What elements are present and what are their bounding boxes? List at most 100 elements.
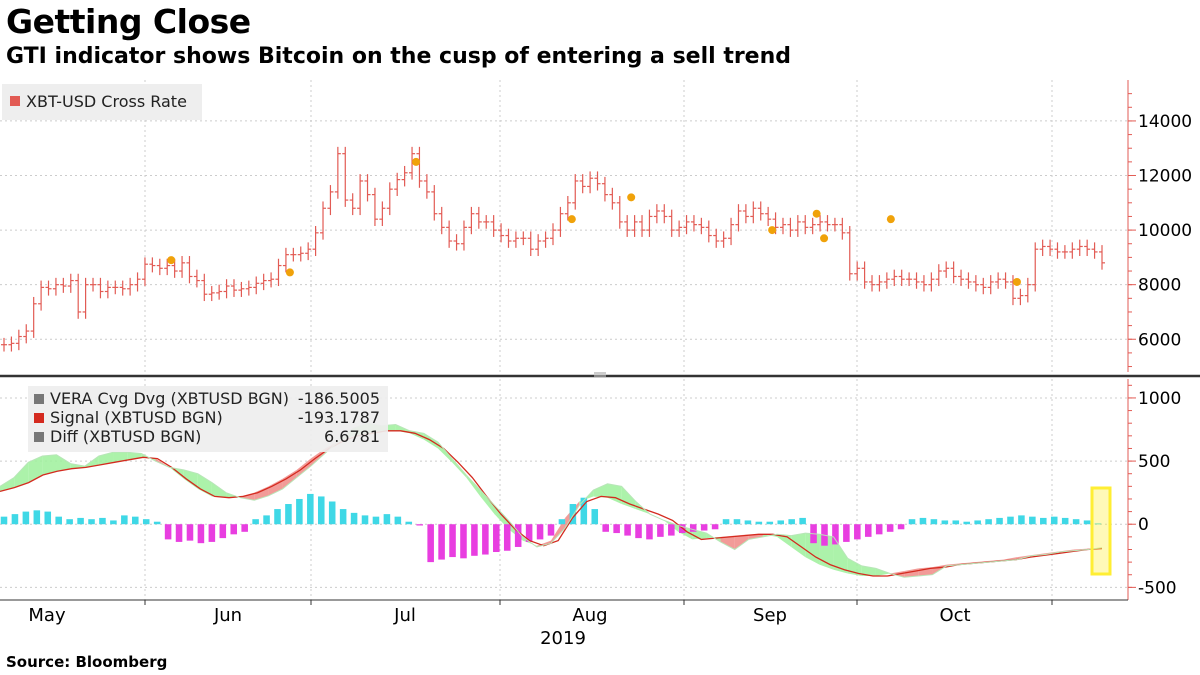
legend-value: 6.6781 [324,427,380,446]
diff-bar-negative [886,524,894,532]
bearish-fill [536,540,551,547]
diff-bar-positive [591,509,599,525]
x-tick-label: Jun [213,605,242,626]
diff-bar-positive [755,521,763,525]
diff-bar-negative [854,524,861,540]
y-tick-label: 8000 [1138,276,1181,296]
legend-label: VERA Cvg Dvg (XBTUSD BGN) [50,389,289,408]
diff-bar-positive [132,516,139,525]
chart-title: Getting Close [6,2,251,41]
diff-bar-positive [11,514,19,525]
diff-bar-positive [1018,515,1025,525]
y-tick-label: 0 [1138,515,1149,535]
bearish-fill [720,535,735,550]
diff-bar-negative [864,524,872,537]
diff-bar-negative [536,524,544,540]
diff-bar-negative [613,524,620,534]
indicator-legend: VERA Cvg Dvg (XBTUSD BGN) -186.5005 Signal… [28,386,388,452]
bearish-fill [310,448,325,467]
diff-bar-positive [350,512,358,525]
diff-bar-negative [635,524,642,539]
diff-bar-positive [941,520,949,525]
y-tick-label: 500 [1138,452,1170,472]
diff-bar-positive [296,498,303,525]
bullish-fill [762,534,778,537]
bullish-fill [861,565,876,577]
diff-bar-positive [77,517,84,525]
bullish-fill [664,520,679,532]
diff-bar-positive [361,515,369,525]
legend-swatch [10,96,20,106]
bullish-fill [28,456,43,483]
diff-bar-positive [274,509,281,525]
diff-bar-positive [22,511,30,525]
diff-bar-negative [700,524,708,531]
bullish-fill [56,454,71,472]
bearish-fill [748,534,763,540]
diff-bar-positive [263,515,270,525]
highlight-box [1090,486,1112,576]
x-tick-label: Jul [393,605,416,626]
diff-bar-positive [55,516,62,525]
diff-bar-negative [624,524,631,536]
diff-bar-positive [580,497,588,525]
diff-bar-positive [285,504,292,525]
diff-bar-positive [952,520,960,525]
diff-bar-negative [471,524,478,556]
bullish-fill [197,473,212,497]
x-year-label: 2019 [540,628,586,649]
y-tick-label: 12000 [1138,167,1192,187]
diff-bar-positive [1007,516,1014,525]
diff-bar-negative [843,524,850,542]
diff-bar-positive [328,501,336,525]
bullish-fill [14,462,29,488]
y-tick-label: -500 [1138,578,1177,598]
diff-bar-negative [646,524,653,540]
indicator-lines [0,422,1103,578]
legend-swatch [34,432,44,442]
signal-marker [167,256,176,265]
diff-bar-positive [142,519,150,525]
diff-bar-positive [722,519,730,525]
signal-marker [627,193,636,202]
diff-bar-negative [482,524,489,555]
x-tick-label: Sep [753,605,787,626]
diff-bar-positive [766,521,774,525]
diff-bar-negative [460,524,467,559]
diff-bar-positive [88,519,95,525]
diff-bar-positive [733,519,741,525]
signal-marker [1012,277,1021,286]
x-tick-label: Oct [939,605,970,626]
diff-bar-positive [99,517,106,525]
diff-bar-positive [405,521,413,525]
signal-marker [820,234,829,243]
diff-bar-negative [186,524,194,541]
axes: 6000 8000 10000 12000 14000 -500 0 500 1000 May Ju… [0,80,1200,649]
diff-bar-positive [110,520,117,525]
diff-bar-positive [0,516,8,525]
diff-bar-positive [744,520,752,525]
signal-marker [412,157,421,166]
diff-bar-negative [547,524,555,536]
diff-bar-negative [514,524,522,547]
diff-bar-negative [832,524,839,545]
diff-bar-positive [1029,516,1036,525]
diff-bar-positive [1061,517,1069,525]
diff-bar-positive [1072,519,1080,525]
diff-bar-positive [383,514,391,525]
bullish-fill [466,474,481,497]
x-tick-label: Aug [572,605,607,626]
bullish-fill [607,483,622,505]
legend-label: Diff (XBTUSD BGN) [50,427,201,446]
diff-bar-negative [438,524,445,560]
vera-line [0,422,1103,578]
diff-bar-negative [197,524,205,544]
diff-bar-positive [985,519,992,525]
diff-bar-positive [317,496,325,525]
y-tick-label: 1000 [1138,389,1181,409]
bullish-fill [593,483,608,498]
diff-bar-negative [897,524,905,530]
signal-marker [567,215,576,224]
diff-bar-positive [252,519,259,525]
diff-bar-negative [416,524,423,526]
